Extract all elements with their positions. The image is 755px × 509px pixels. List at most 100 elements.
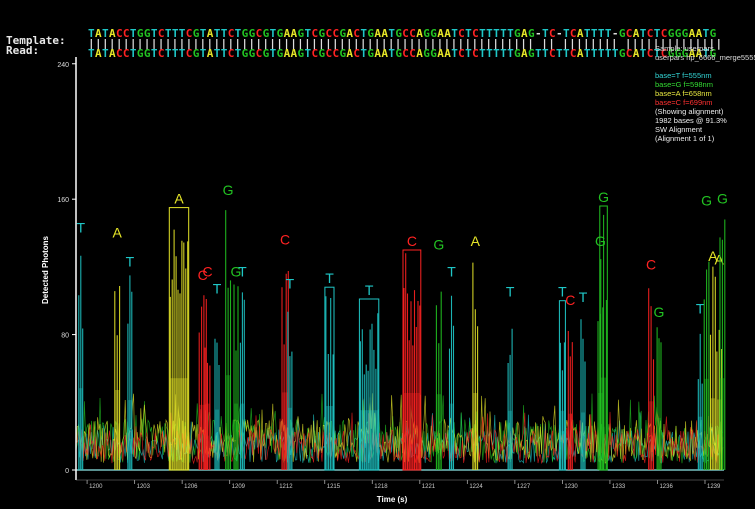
base-call-label: G [654,304,665,320]
pulse-body [698,416,703,470]
read-base: T [101,47,109,60]
pulse-g: G [717,191,728,470]
base-call-label: T [558,284,567,300]
base-call-label: T [696,301,705,317]
read-base: T [486,47,494,60]
pulse-body [225,375,231,470]
template-base: T [388,27,396,40]
template-base: C [660,27,668,40]
template-base: T [590,27,598,40]
read-base: T [535,47,542,60]
info-line: 1982 bases @ 91.3% [655,116,727,125]
read-base: T [199,47,207,60]
template-base: A [283,27,291,40]
template-base: G [192,27,200,40]
read-base: A [695,47,703,60]
pulse-body [472,393,478,470]
template-base: G [136,27,144,40]
read-base: A [381,47,389,60]
read-base: T [653,47,661,60]
base-call-label: G [595,233,606,249]
read-base: A [94,47,102,60]
template-base: T [493,27,501,40]
template-base: T [653,27,661,40]
template-base: T [465,27,473,40]
read-base: G [297,47,305,60]
y-tick-label: 0 [65,468,69,475]
pulse-body [234,403,238,470]
template-base: A [94,27,102,40]
pulse-call-box [168,207,190,471]
pulse-a: A [113,225,123,470]
template-base: G [339,27,347,40]
read-base: C [311,47,319,60]
y-tick-label: 160 [57,197,69,204]
read-base: G [248,47,256,60]
read-base: G [667,47,675,60]
read-base: T [304,47,312,60]
read-base: G [674,47,682,60]
template-base: C [402,27,410,40]
read-base: G [262,47,270,60]
template-base: A [632,27,640,40]
read-base: A [108,47,116,60]
template-base: A [437,27,445,40]
template-base: A [521,27,529,40]
pulse-body [325,406,333,470]
read-base: T [507,47,515,60]
read-base: C [548,47,556,60]
pulse-body [436,394,442,470]
read-base: A [346,47,354,60]
template-base: A [206,27,214,40]
template-base: C [548,27,556,40]
base-call-label: G [717,191,728,207]
pulse-body [170,378,188,470]
read-base: C [157,47,165,60]
template-base: - [611,27,619,40]
x-tick-label: 1221 [422,484,436,490]
info-line: (Alignment 1 of 1) [655,134,715,143]
base-call-label: G [433,236,444,252]
pulse-t: T [506,284,515,470]
pulse-body [114,390,120,470]
base-call-label: A [174,191,184,207]
pulse-body [508,410,513,470]
pulse-a: A [168,191,190,471]
read-base: T [604,47,612,60]
template-base: A [381,27,389,40]
read-base: T [171,47,179,60]
template-base: G [276,27,284,40]
template-base: G [262,27,270,40]
template-base: T [604,27,612,40]
template-base: G [514,27,522,40]
base-call-label: G [701,192,712,208]
template-base: T [486,27,494,40]
base-call-label: T [286,275,295,291]
base-call-label: A [708,248,718,264]
read-base: T [269,47,277,60]
pulse-t: T [126,253,135,470]
read-base: T [479,47,487,60]
template-base: C [325,27,333,40]
template-base: T [178,27,186,40]
pulse-body [648,401,654,470]
pulse-body [240,403,245,470]
read-base: T [611,47,619,60]
base-call-label: T [77,219,86,235]
read-base: A [290,47,298,60]
read-base: T [590,47,598,60]
x-tick-label: 1227 [517,484,531,490]
x-tick-label: 1203 [137,484,151,490]
template-base: G [395,27,403,40]
read-base: T [388,47,396,60]
read-sequence: TATACCTGGTCTTTCGTATTCTGGCGTGAAGTCGCCGACT… [88,47,717,60]
read-base: C [227,47,235,60]
base-call-label: T [447,263,456,279]
read-base: A [283,47,291,60]
template-base: C [122,27,130,40]
read-base: C [458,47,466,60]
read-base: C [115,47,123,60]
template-base: C [311,27,319,40]
pulse-t: T [238,263,247,470]
y-axis-label: Detected Photons [41,235,50,304]
